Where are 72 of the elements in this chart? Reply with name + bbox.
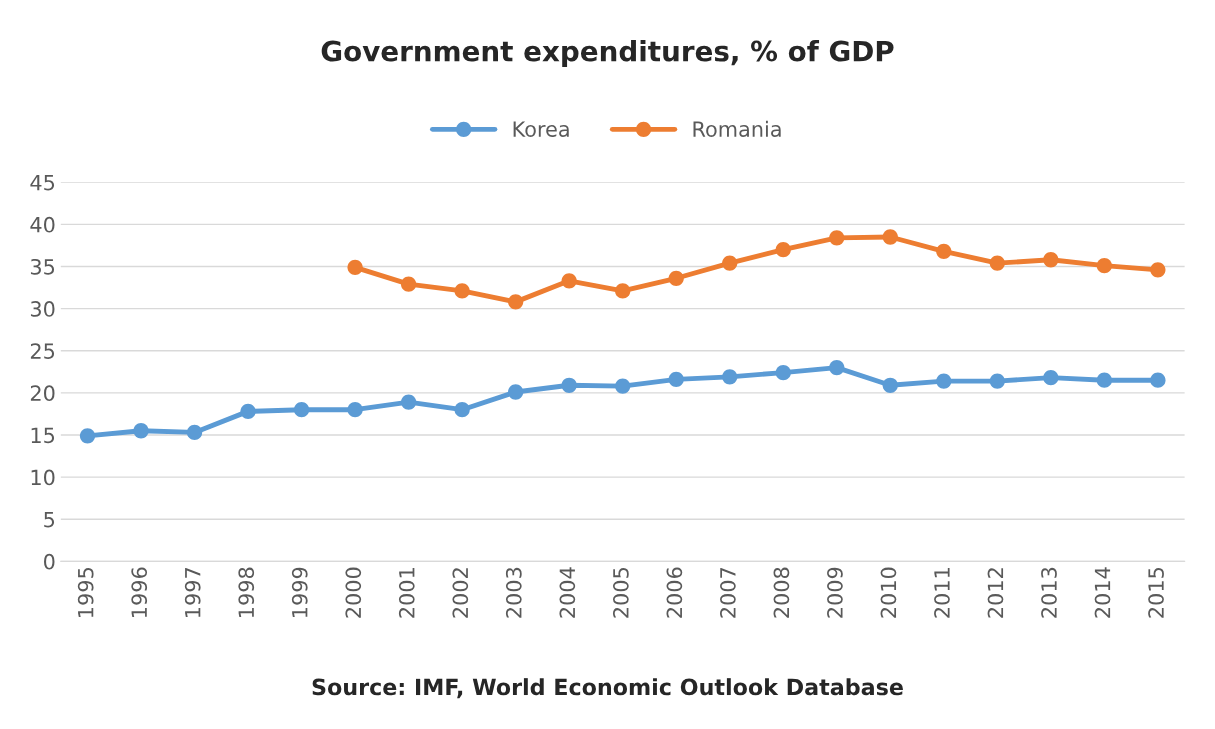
legend-label: Romania <box>693 120 781 137</box>
point <box>668 270 684 286</box>
x-tick-label: 2013 <box>1041 567 1057 618</box>
x-tick-label: 1996 <box>131 567 148 617</box>
x-tick-label: 2005 <box>612 568 629 618</box>
point <box>936 243 952 259</box>
y-tick-label: 30 <box>30 301 55 317</box>
point <box>79 428 96 444</box>
point <box>882 229 898 245</box>
point <box>775 364 791 381</box>
x-tick-label: 2011 <box>934 568 950 618</box>
point <box>1150 262 1166 278</box>
x-tick-label: 2015 <box>1148 568 1164 618</box>
x-tick-label: 2010 <box>880 567 897 618</box>
point <box>1096 372 1112 388</box>
y-tick-label: 35 <box>30 258 55 275</box>
point <box>1043 252 1059 268</box>
point <box>508 384 524 400</box>
y-tick-label: 40 <box>30 216 55 233</box>
x-tick-label: 2014 <box>1094 567 1111 618</box>
x-tick-label: 2012 <box>987 568 1004 618</box>
point <box>615 378 631 394</box>
x-tick-label: 2004 <box>559 567 576 618</box>
y-tick-label: 45 <box>30 174 55 191</box>
x-tick-label: 1998 <box>238 567 255 617</box>
point <box>293 402 310 418</box>
y-tick-label: 10 <box>31 469 55 486</box>
point <box>133 423 149 439</box>
point <box>615 283 631 299</box>
point <box>454 283 470 299</box>
x-tick-label: 2003 <box>505 567 522 618</box>
x-tick-label: 2006 <box>666 567 683 618</box>
point <box>1096 258 1112 274</box>
point <box>936 373 952 389</box>
point <box>989 373 1005 389</box>
x-tick-label: 1995 <box>77 568 94 617</box>
point <box>561 273 577 289</box>
y-tick-label: 25 <box>30 343 55 359</box>
point <box>240 403 256 420</box>
x-tick-label: 2008 <box>773 567 790 618</box>
source-note: Source: IMF, World Economic Outlook Database <box>312 678 903 699</box>
point <box>775 242 791 258</box>
point <box>1150 372 1166 388</box>
point <box>829 230 845 246</box>
y-tick-label: 5 <box>44 511 55 528</box>
point <box>186 424 203 441</box>
x-tick-label: 1997 <box>184 567 201 617</box>
point <box>561 377 577 393</box>
x-tick-label: 2000 <box>345 567 362 618</box>
x-tick-label: 1999 <box>291 567 308 617</box>
y-tick-label: 20 <box>30 385 55 402</box>
point <box>722 369 738 385</box>
point <box>722 255 738 271</box>
point <box>882 377 898 393</box>
x-tick-label: 2009 <box>827 567 843 618</box>
point <box>1043 370 1059 386</box>
point <box>508 294 524 310</box>
point <box>347 259 363 275</box>
point <box>454 402 470 418</box>
point <box>400 394 417 410</box>
y-tick-label: 15 <box>31 427 55 444</box>
point <box>668 371 684 388</box>
y-tick-label: 0 <box>44 553 55 570</box>
point <box>347 402 363 418</box>
x-tick-label: 2007 <box>720 567 736 618</box>
x-tick-label: 2002 <box>452 568 469 618</box>
point <box>829 359 845 376</box>
chart-title: Government expenditures, % of GDP <box>321 40 894 67</box>
legend-label: Korea <box>513 121 569 137</box>
point <box>989 255 1005 271</box>
x-tick-label: 2001 <box>398 568 415 618</box>
point <box>400 276 417 292</box>
